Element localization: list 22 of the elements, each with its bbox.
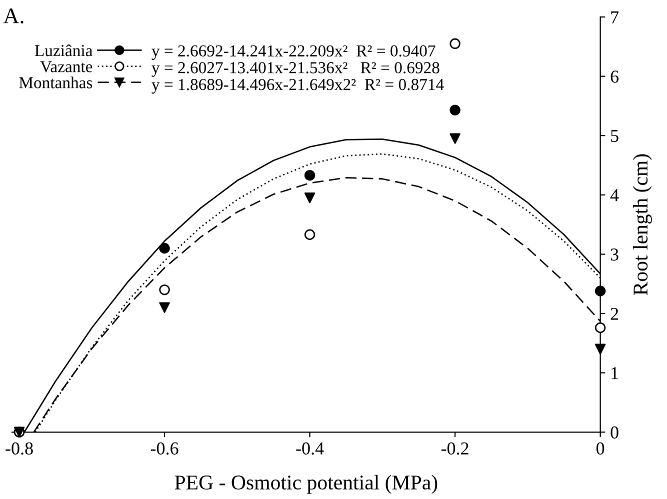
x-tick-label: 0 — [596, 442, 604, 455]
y-tick-label: 5 — [611, 130, 618, 142]
x-axis-title: PEG - Osmotic potential (MPa) — [174, 474, 438, 494]
x-tick-label: -0.8 — [6, 442, 33, 455]
legend-label: Luziânia — [34, 44, 93, 56]
legend-label: Montanhas — [19, 76, 92, 88]
y-tick-label: 4 — [610, 189, 619, 202]
x-tick-label: -0.6 — [150, 442, 178, 455]
y-axis-title: Root length (cm) — [632, 154, 652, 296]
chart-title: A. — [3, 8, 24, 24]
annotation: y = 2.6027-13.401x-21.536x² R² = 0.6928 — [152, 62, 440, 77]
annotation: y = 1.8689-14.496x-21.649x2² R² = 0.8714 — [152, 78, 444, 94]
y-tick-label: 2 — [610, 308, 618, 320]
x-tick-label: -0.2 — [441, 442, 468, 455]
y-tick-label: 1 — [612, 367, 618, 380]
annotation: y = 2.6692-14.241x-22.209x² R² = 0.9407 — [152, 45, 436, 60]
y-tick-label: 3 — [610, 248, 618, 261]
legend-label: Vazante — [40, 61, 92, 72]
y-tick-label: 6 — [610, 70, 619, 83]
y-tick-label: 0 — [610, 426, 618, 439]
y-tick-label: 7 — [611, 11, 619, 24]
x-tick-label: -0.4 — [296, 442, 324, 455]
